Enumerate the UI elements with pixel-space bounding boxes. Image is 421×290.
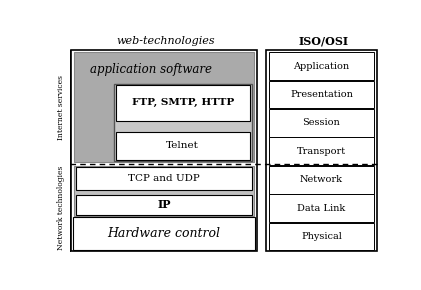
Text: Physical: Physical [301,232,342,241]
Bar [269,166,374,193]
Bar [269,109,374,137]
Text: web-technologies: web-technologies [116,37,215,46]
Text: application software: application software [90,63,212,76]
Bar [76,167,252,191]
Bar [269,81,374,108]
Bar [116,85,250,121]
Text: ISO/OSI: ISO/OSI [298,36,349,47]
Text: Application: Application [293,61,349,70]
Text: Network technologies: Network technologies [57,166,65,250]
Bar [76,195,252,215]
Bar [269,52,374,80]
Bar [74,166,254,216]
Text: IP: IP [157,200,171,211]
Text: Transport: Transport [297,147,346,156]
Text: Network: Network [300,175,343,184]
Text: Hardware control: Hardware control [107,227,220,240]
Text: Presentation: Presentation [290,90,353,99]
Bar [269,222,374,250]
Bar [266,50,377,251]
Text: Internet services: Internet services [57,75,65,140]
Bar [74,52,254,162]
Text: Telnet: Telnet [166,141,199,150]
Bar [73,217,255,250]
Text: TCP and UDP: TCP and UDP [128,174,200,183]
Text: FTP, SMTP, HTTP: FTP, SMTP, HTTP [131,98,234,108]
Bar [116,132,250,160]
Text: Session: Session [303,118,340,127]
Text: Data Link: Data Link [297,204,346,213]
Bar [114,84,252,161]
Bar [269,137,374,165]
Bar [71,50,256,251]
Bar [269,194,374,222]
